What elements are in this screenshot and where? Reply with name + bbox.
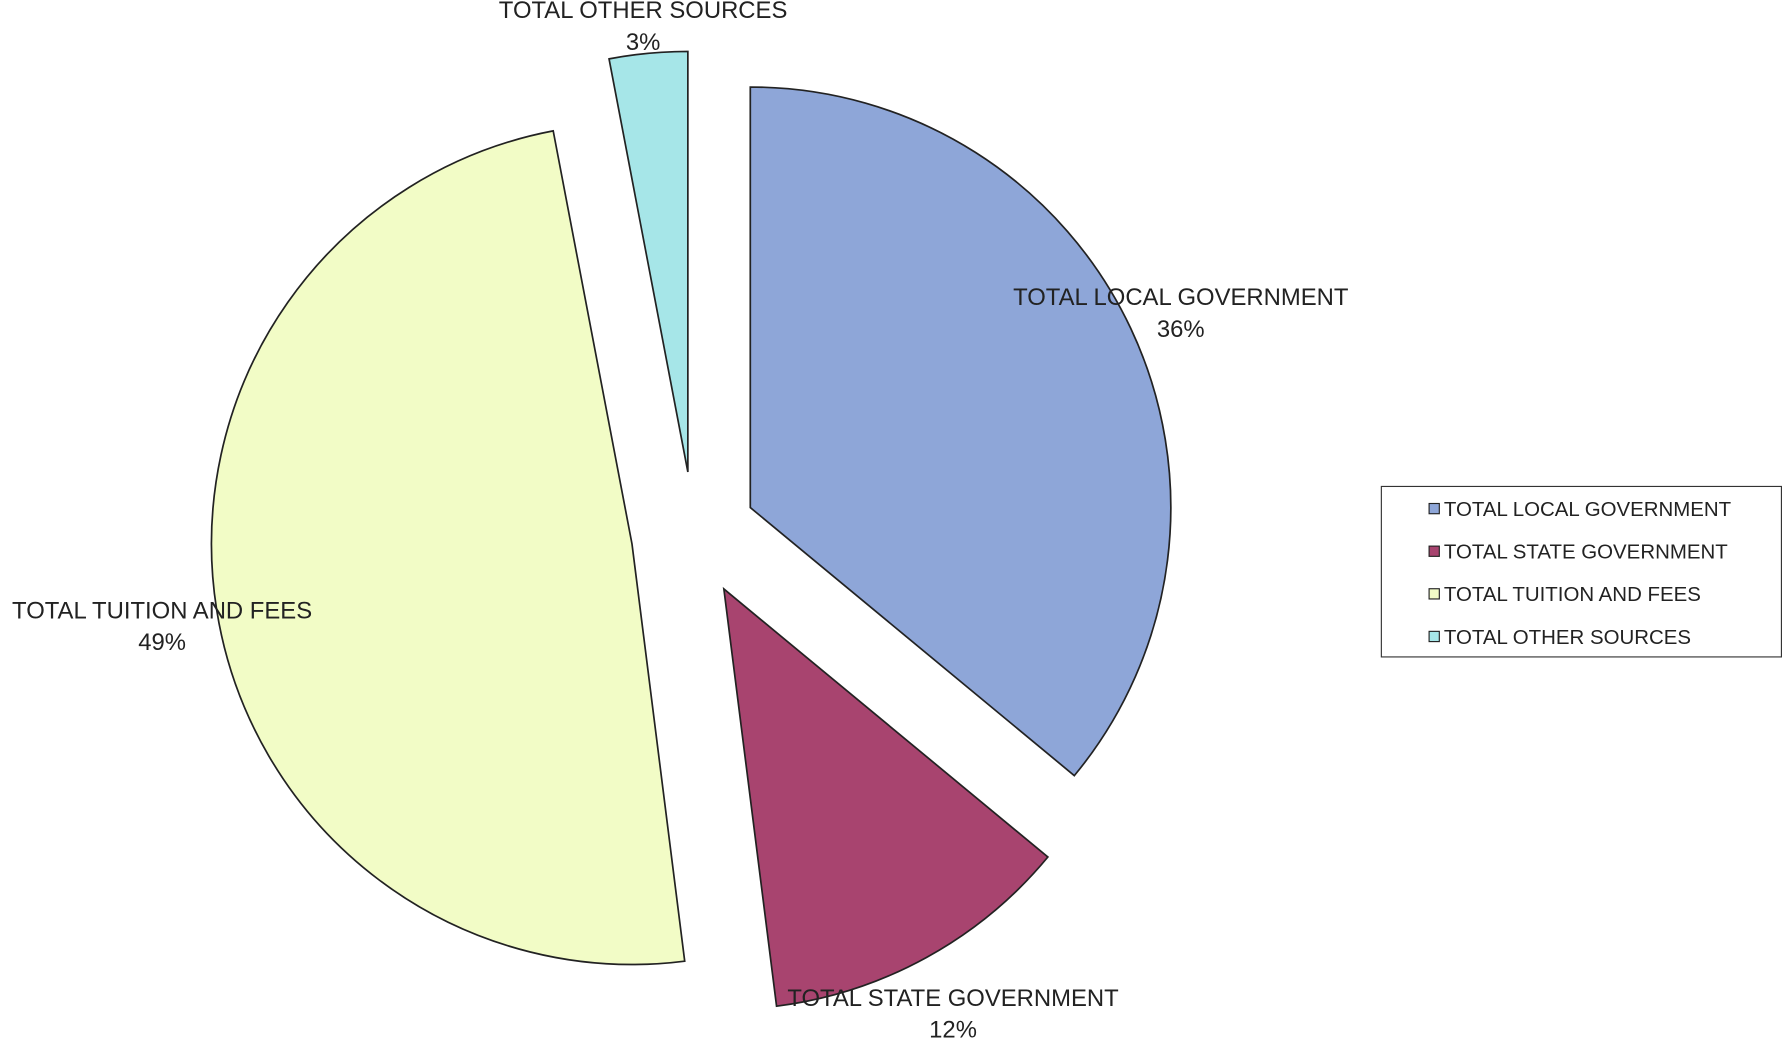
- legend-label: TOTAL TUITION AND FEES: [1444, 583, 1701, 606]
- pie-slice: [210, 129, 686, 966]
- legend-label: TOTAL OTHER SOURCES: [1444, 626, 1691, 649]
- slice-label: TOTAL OTHER SOURCES: [499, 0, 788, 24]
- pie-slice: [608, 50, 689, 473]
- legend-swatch: [1428, 502, 1440, 515]
- slice-label: TOTAL STATE GOVERNMENT: [787, 985, 1119, 1012]
- slice-label: TOTAL LOCAL GOVERNMENT: [1013, 284, 1349, 311]
- legend-box: [1380, 485, 1782, 658]
- legend-swatch: [1428, 588, 1440, 600]
- legend-swatch: [1428, 545, 1440, 557]
- slice-value-label: 36%: [1157, 316, 1205, 343]
- slice-value-label: 3%: [626, 29, 660, 56]
- legend-swatch: [1428, 630, 1440, 643]
- slice-value-label: 49%: [138, 629, 186, 656]
- slice-value-label: 12%: [929, 1017, 977, 1044]
- legend-label: TOTAL LOCAL GOVERNMENT: [1444, 498, 1732, 521]
- pie-slice: [722, 586, 1050, 1008]
- pie-slice: [749, 86, 1172, 777]
- slice-label: TOTAL TUITION AND FEES: [12, 597, 312, 624]
- legend-label: TOTAL STATE GOVERNMENT: [1444, 541, 1728, 564]
